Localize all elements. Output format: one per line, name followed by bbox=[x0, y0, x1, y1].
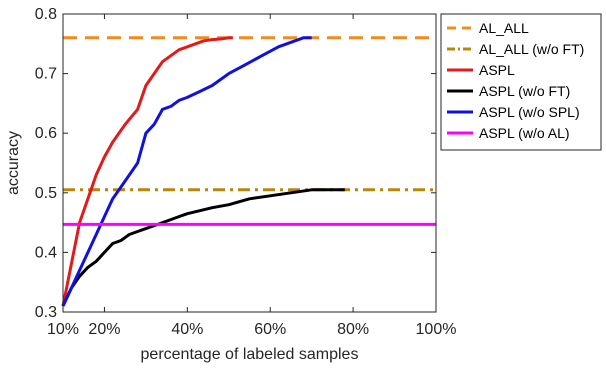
y-axis-label: accuracy bbox=[5, 131, 22, 195]
legend-label: ASPL (w/o SPL) bbox=[479, 104, 580, 120]
y-tick-label: 0.3 bbox=[35, 304, 57, 321]
x-tick-label: 100% bbox=[416, 321, 457, 338]
legend-label: AL_ALL bbox=[479, 20, 529, 36]
plot-frame bbox=[62, 13, 437, 313]
plot-lines bbox=[61, 36, 436, 307]
series-line-3 bbox=[61, 188, 345, 307]
legend-label: ASPL (w/o FT) bbox=[479, 83, 570, 99]
legend-label: ASPL bbox=[479, 62, 515, 78]
y-tick-label: 0.8 bbox=[35, 6, 57, 23]
x-tick-label: 80% bbox=[337, 321, 369, 338]
y-tick-label: 0.4 bbox=[35, 244, 57, 261]
series-line-2 bbox=[61, 36, 233, 307]
legend: AL_ALL AL_ALL (w/o FT) ASPL ASPL (w/o FT) AS… bbox=[440, 13, 602, 151]
legend-label: AL_ALL (w/o FT) bbox=[479, 41, 584, 57]
y-tick-label: 0.5 bbox=[35, 185, 57, 202]
x-axis-label: percentage of labeled samples bbox=[141, 346, 359, 363]
x-tick-label: 20% bbox=[88, 321, 120, 338]
x-tick-label: 40% bbox=[171, 321, 203, 338]
legend-label: ASPL (w/o AL) bbox=[479, 125, 570, 141]
y-tick-label: 0.6 bbox=[35, 125, 57, 142]
legend-box bbox=[440, 13, 602, 151]
axis-ticks: 10% 20% 40% 60% 80% 100% 0.3 0.4 0.5 0.6 0.7 0.8 bbox=[35, 6, 457, 338]
y-tick-label: 0.7 bbox=[35, 66, 57, 83]
x-tick-label: 10% bbox=[47, 321, 79, 338]
series-line-4 bbox=[61, 36, 312, 307]
x-tick-label: 60% bbox=[254, 321, 286, 338]
